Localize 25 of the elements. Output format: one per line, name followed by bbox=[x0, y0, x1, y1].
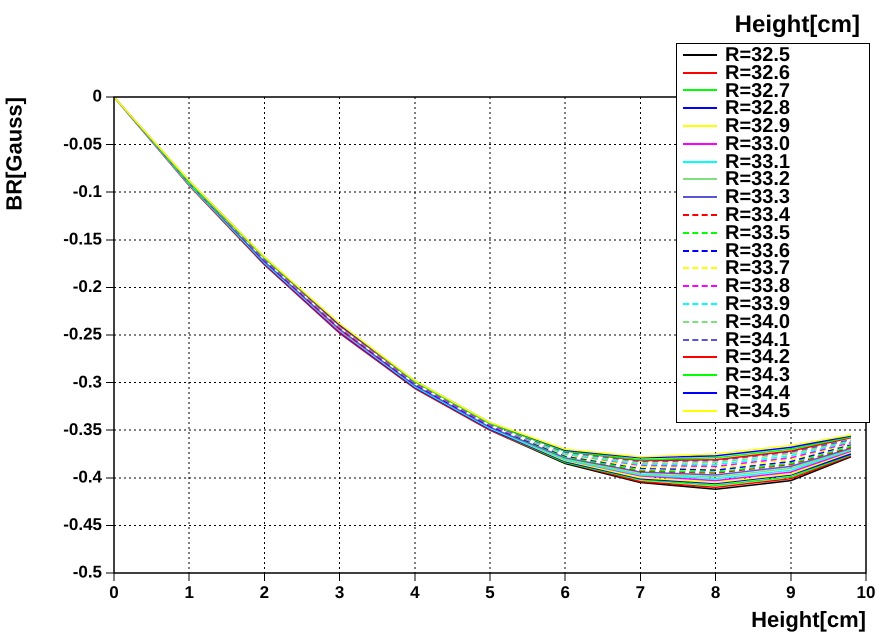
x-tick-label: 5 bbox=[485, 582, 495, 602]
x-tick-label: 9 bbox=[786, 582, 796, 602]
y-tick-label: -0.15 bbox=[63, 229, 102, 248]
x-tick-label: 1 bbox=[184, 582, 194, 602]
x-tick-label: 6 bbox=[560, 582, 570, 602]
x-tick-label: 4 bbox=[410, 582, 420, 602]
y-tick-label: -0.05 bbox=[63, 134, 102, 154]
x-tick-label: 7 bbox=[636, 582, 646, 602]
x-tick-label: 10 bbox=[856, 582, 876, 602]
x-tick-label: 2 bbox=[260, 582, 270, 602]
y-tick-label: -0.3 bbox=[72, 372, 102, 392]
x-tick-label: 8 bbox=[710, 582, 720, 602]
y-tick-label: -0.35 bbox=[63, 420, 102, 439]
y-axis-title: BR[Gauss] bbox=[1, 97, 26, 211]
legend-title: Height[cm] bbox=[734, 10, 860, 40]
y-tick-label: -0.25 bbox=[63, 324, 102, 344]
x-tick-label: 3 bbox=[334, 582, 344, 602]
x-axis-title: Height[cm] bbox=[751, 606, 866, 632]
y-tick-label: 0 bbox=[92, 86, 102, 106]
y-tick-label: -0.1 bbox=[72, 182, 102, 201]
y-tick-label: -0.4 bbox=[72, 467, 103, 486]
y-tick-label: -0.5 bbox=[72, 562, 102, 582]
y-tick-label: -0.45 bbox=[63, 515, 102, 534]
y-tick-label: -0.2 bbox=[72, 277, 102, 296]
x-tick-label: 0 bbox=[109, 582, 119, 602]
